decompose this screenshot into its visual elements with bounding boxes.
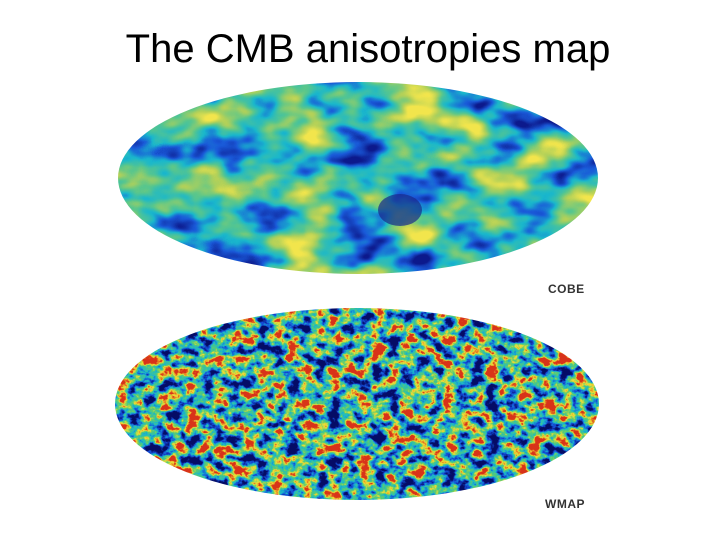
map-label: WMAP	[545, 497, 585, 511]
wmap-map	[115, 308, 599, 500]
slide-title: The CMB anisotropies map	[126, 27, 611, 71]
cobe-map	[118, 82, 598, 274]
map-label: COBE	[548, 282, 585, 296]
